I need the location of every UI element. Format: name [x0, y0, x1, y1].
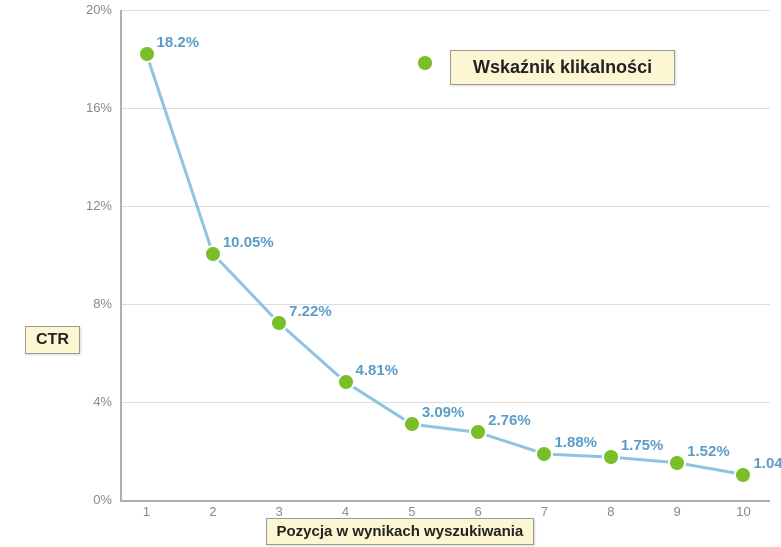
x-tick-label: 3 [264, 504, 294, 519]
data-marker [204, 245, 222, 263]
y-tick-label: 8% [93, 296, 112, 311]
data-label: 2.76% [488, 412, 531, 429]
x-tick-label: 10 [728, 504, 758, 519]
y-tick-label: 0% [93, 492, 112, 507]
legend-label: Wskaźnik klikalności [450, 50, 675, 85]
y-axis-line [120, 10, 122, 500]
data-label: 1.75% [621, 437, 664, 454]
data-marker [469, 423, 487, 441]
data-label: 18.2% [157, 34, 200, 51]
y-tick-label: 12% [86, 198, 112, 213]
y-axis-title: CTR [25, 326, 80, 354]
data-label: 1.88% [554, 434, 597, 451]
gridline-h [120, 206, 770, 207]
gridline-h [120, 402, 770, 403]
data-marker [668, 454, 686, 472]
ctr-chart: 0% 4% 8% 12% 16% 20% 1 2 3 4 5 6 7 8 9 10 18.2% 10.05% 7.2… [0, 0, 781, 547]
x-tick-label: 8 [596, 504, 626, 519]
x-tick-label: 2 [198, 504, 228, 519]
data-marker [270, 314, 288, 332]
legend-marker [416, 54, 434, 72]
gridline-h [120, 304, 770, 305]
y-tick-label: 20% [86, 2, 112, 17]
data-marker [602, 448, 620, 466]
x-tick-label: 9 [662, 504, 692, 519]
x-tick-label: 6 [463, 504, 493, 519]
data-marker [535, 445, 553, 463]
x-tick-label: 4 [331, 504, 361, 519]
data-label: 7.22% [289, 303, 332, 320]
gridline-h [120, 10, 770, 11]
data-marker [403, 415, 421, 433]
y-tick-label: 4% [93, 394, 112, 409]
data-marker [337, 373, 355, 391]
x-axis-line [120, 500, 770, 502]
x-tick-label: 1 [132, 504, 162, 519]
data-label: 4.81% [356, 362, 399, 379]
data-label: 10.05% [223, 234, 274, 251]
y-tick-label: 16% [86, 100, 112, 115]
data-label: 1.52% [687, 443, 730, 460]
data-marker [138, 45, 156, 63]
x-axis-title: Pozycja w wynikach wyszukiwania [266, 518, 535, 545]
gridline-h [120, 108, 770, 109]
x-tick-label: 7 [529, 504, 559, 519]
data-label: 3.09% [422, 404, 465, 421]
data-marker [734, 466, 752, 484]
data-label: 1.04% [753, 455, 781, 472]
x-tick-label: 5 [397, 504, 427, 519]
